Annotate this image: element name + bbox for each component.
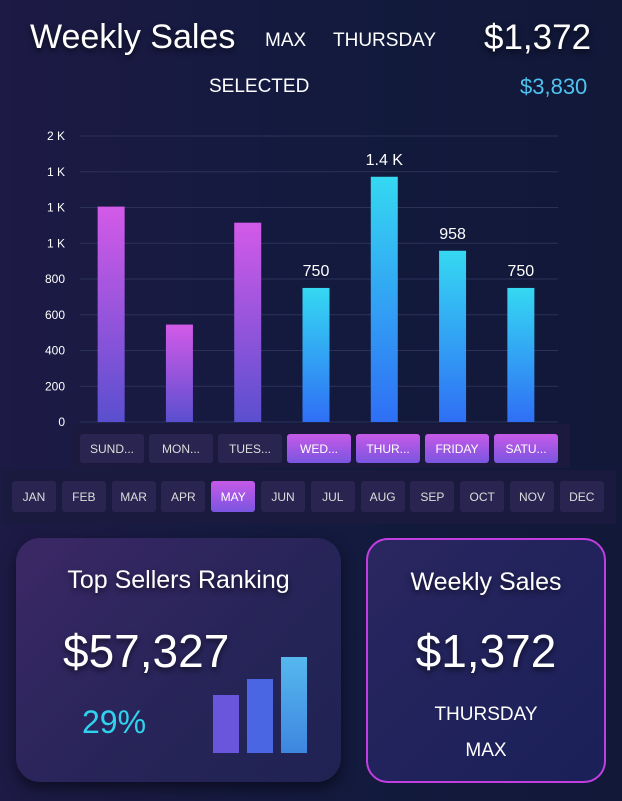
month-button-dec[interactable]: DEC bbox=[559, 481, 604, 512]
bar-sunday[interactable] bbox=[97, 206, 125, 422]
bar-tuesday[interactable] bbox=[234, 222, 262, 422]
day-button-2[interactable]: TUES... bbox=[218, 434, 282, 463]
month-button-mar[interactable]: MAR bbox=[111, 481, 156, 512]
top-sellers-percent: 29% bbox=[82, 704, 147, 740]
month-button-aug[interactable]: AUG bbox=[360, 481, 405, 512]
bar-chart-icon bbox=[213, 657, 308, 753]
data-label: 750 bbox=[508, 263, 535, 280]
day-button-6[interactable]: SATU... bbox=[494, 434, 558, 463]
y-tick-label: 800 bbox=[45, 272, 65, 286]
weekly-sales-card: Weekly Sales $1,372 THURSDAY MAX bbox=[366, 538, 606, 783]
month-button-jun[interactable]: JUN bbox=[261, 481, 305, 512]
month-button-jan[interactable]: JAN bbox=[12, 481, 56, 512]
bar-friday[interactable] bbox=[439, 250, 467, 422]
top-sellers-title: Top Sellers Ranking bbox=[67, 566, 290, 594]
day-button-5[interactable]: FRIDAY bbox=[425, 434, 489, 463]
y-tick-label: 1 K bbox=[47, 201, 65, 215]
day-button-1[interactable]: MON... bbox=[149, 434, 213, 463]
y-tick-label: 0 bbox=[58, 415, 65, 429]
day-button-4[interactable]: THUR... bbox=[356, 434, 420, 463]
weekly-card-label: MAX bbox=[465, 740, 507, 761]
selected-value: $3,830 bbox=[520, 74, 588, 99]
selected-label: SELECTED bbox=[209, 76, 310, 97]
max-value: $1,372 bbox=[484, 18, 592, 57]
month-button-jul[interactable]: JUL bbox=[310, 481, 355, 512]
page-title: Weekly Sales bbox=[30, 18, 236, 56]
month-button-oct[interactable]: OCT bbox=[460, 481, 505, 512]
bar-thursday[interactable] bbox=[370, 176, 398, 422]
day-button-3[interactable]: WED... bbox=[287, 434, 351, 463]
data-label: 958 bbox=[439, 226, 466, 243]
weekly-card-title: Weekly Sales bbox=[410, 568, 562, 596]
month-slicer: JAN FEB MAR APR MAY JUN JUL AUG SEP OCT NOV DEC bbox=[2, 470, 616, 524]
bar-saturday[interactable] bbox=[507, 287, 535, 422]
bar-wednesday[interactable] bbox=[302, 287, 330, 422]
y-tick-label: 1 K bbox=[47, 236, 65, 250]
y-tick-label: 600 bbox=[45, 308, 65, 322]
day-button-0[interactable]: SUND... bbox=[80, 434, 144, 463]
month-button-sep[interactable]: SEP bbox=[410, 481, 455, 512]
y-tick-label: 400 bbox=[45, 344, 65, 358]
month-button-nov[interactable]: NOV bbox=[510, 481, 554, 512]
top-sellers-card: Top Sellers Ranking $57,327 29% bbox=[16, 538, 341, 782]
month-button-apr[interactable]: APR bbox=[161, 481, 206, 512]
weekly-card-value: $1,372 bbox=[415, 625, 557, 677]
bar-monday[interactable] bbox=[165, 324, 193, 422]
weekly-card-day: THURSDAY bbox=[434, 704, 538, 725]
data-label: 750 bbox=[303, 263, 330, 280]
weekly-sales-chart: 0 200 400 600 800 1 K 1 K 1 K 2 K 750 1.4 K 958 750 bbox=[45, 129, 558, 429]
y-tick-label: 200 bbox=[45, 379, 65, 393]
month-button-feb[interactable]: FEB bbox=[61, 481, 106, 512]
y-tick-label: 2 K bbox=[47, 129, 65, 143]
data-label: 1.4 K bbox=[366, 152, 404, 169]
max-day: THURSDAY bbox=[333, 30, 437, 51]
month-button-may[interactable]: MAY bbox=[211, 481, 256, 512]
y-tick-label: 1 K bbox=[47, 165, 65, 179]
day-slicer: SUND... MON... TUES... WED... THUR... FRIDAY S… bbox=[72, 424, 570, 468]
max-label: MAX bbox=[265, 30, 307, 51]
top-sellers-value: $57,327 bbox=[63, 625, 230, 677]
